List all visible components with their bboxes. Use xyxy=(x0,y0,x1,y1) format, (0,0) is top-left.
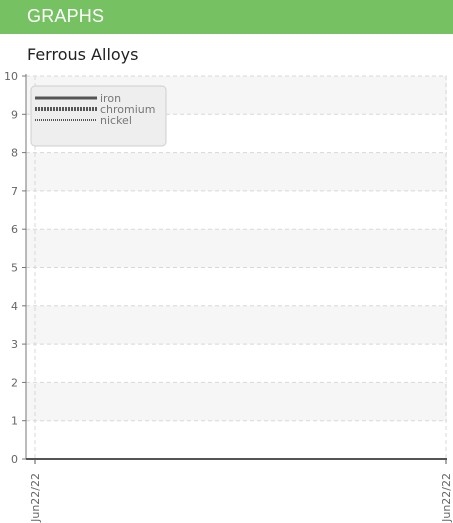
chart-title: Ferrous Alloys xyxy=(27,45,139,64)
y-tick-label: 3 xyxy=(11,338,18,351)
legend-label-chromium: chromium xyxy=(100,103,156,116)
y-tick-label: 7 xyxy=(11,185,18,198)
y-tick-label: 5 xyxy=(11,262,18,275)
x-tick-label: Jun22/22 xyxy=(29,473,42,523)
y-tick-label: 10 xyxy=(4,70,18,83)
grid-band xyxy=(26,152,447,191)
y-tick-label: 9 xyxy=(11,108,18,121)
grid-band xyxy=(26,382,447,421)
x-tick-label: Jun22/22 xyxy=(440,473,453,523)
legend-box xyxy=(30,85,167,147)
y-tick-label: 4 xyxy=(11,300,18,313)
y-tick-label: 6 xyxy=(11,223,18,236)
y-tick-label: 1 xyxy=(11,415,18,428)
y-tick-label: 2 xyxy=(11,376,18,389)
header-title: GRAPHS xyxy=(27,6,105,26)
y-tick-label: 8 xyxy=(11,147,18,160)
legend-label-nickel: nickel xyxy=(100,114,132,127)
y-tick-label: 0 xyxy=(11,453,18,466)
grid-band xyxy=(26,305,447,345)
line-chart: 0 1 2 3 4 5 6 7 8 9 10 Jun22/22 Jun22/22 ironchromium… xyxy=(4,70,453,523)
legend-label-iron: iron xyxy=(100,92,121,105)
grid-band xyxy=(26,229,447,268)
graphs-header: GRAPHS xyxy=(0,0,453,34)
